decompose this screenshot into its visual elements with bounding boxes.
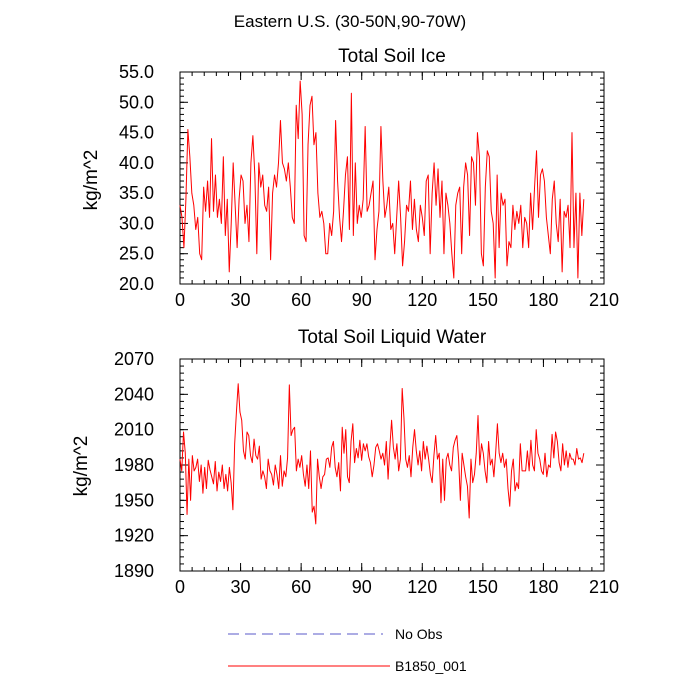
y-tick-label: 1980 bbox=[114, 455, 154, 475]
legend-label-no-obs: No Obs bbox=[395, 626, 442, 642]
series-line-b1850-001 bbox=[179, 80, 585, 279]
y-tick-label: 45.0 bbox=[119, 123, 154, 143]
legend: No Obs B1850_001 bbox=[228, 626, 467, 674]
x-tick-label: 120 bbox=[407, 290, 437, 310]
x-tick-label: 210 bbox=[589, 290, 619, 310]
x-tick-label: 0 bbox=[175, 577, 185, 597]
x-tick-label: 150 bbox=[468, 577, 498, 597]
x-tick-label: 60 bbox=[291, 290, 311, 310]
x-tick-label: 210 bbox=[589, 577, 619, 597]
y-tick-label: 1920 bbox=[114, 526, 154, 546]
y-tick-label: 2010 bbox=[114, 420, 154, 440]
figure-suptitle: Eastern U.S. (30-50N,90-70W) bbox=[234, 12, 466, 31]
y-tick-label: 55.0 bbox=[119, 62, 154, 82]
y-tick-label: 2040 bbox=[114, 384, 154, 404]
x-tick-label: 0 bbox=[175, 290, 185, 310]
legend-label-b1850: B1850_001 bbox=[395, 658, 467, 674]
y-tick-label: 35.0 bbox=[119, 183, 154, 203]
x-tick-label: 180 bbox=[528, 290, 558, 310]
x-tick-label: 30 bbox=[231, 290, 251, 310]
y-axis-label: kg/m^2 bbox=[71, 436, 92, 497]
y-tick-label: 25.0 bbox=[119, 244, 154, 264]
x-tick-label: 30 bbox=[231, 577, 251, 597]
panel-total-soil-ice: Total Soil Ice kg/m^2 0 30 60 90 120 150 180 21… bbox=[81, 46, 619, 310]
y-tick-label: 30.0 bbox=[119, 213, 154, 233]
plot-frame bbox=[179, 71, 605, 285]
chart-title: Total Soil Ice bbox=[338, 46, 446, 67]
panel-total-soil-liquid-water: Total Soil Liquid Water kg/m^2 0 30 60 90 12… bbox=[71, 327, 619, 597]
y-tick-label: 40.0 bbox=[119, 153, 154, 173]
x-tick-label: 60 bbox=[291, 577, 311, 597]
x-tick-label: 120 bbox=[407, 577, 437, 597]
y-tick-label: 1950 bbox=[114, 490, 154, 510]
y-axis-label: kg/m^2 bbox=[81, 150, 102, 211]
x-tick-label: 90 bbox=[352, 577, 372, 597]
x-tick-label: 150 bbox=[468, 290, 498, 310]
y-tick-label: 20.0 bbox=[119, 274, 154, 294]
y-tick-label: 2070 bbox=[114, 349, 154, 369]
y-tick-label: 1890 bbox=[114, 561, 154, 581]
chart-title: Total Soil Liquid Water bbox=[298, 327, 487, 348]
x-tick-label: 180 bbox=[528, 577, 558, 597]
y-tick-label: 50.0 bbox=[119, 92, 154, 112]
x-tick-label: 90 bbox=[352, 290, 372, 310]
series-line-b1850-001 bbox=[179, 383, 585, 525]
